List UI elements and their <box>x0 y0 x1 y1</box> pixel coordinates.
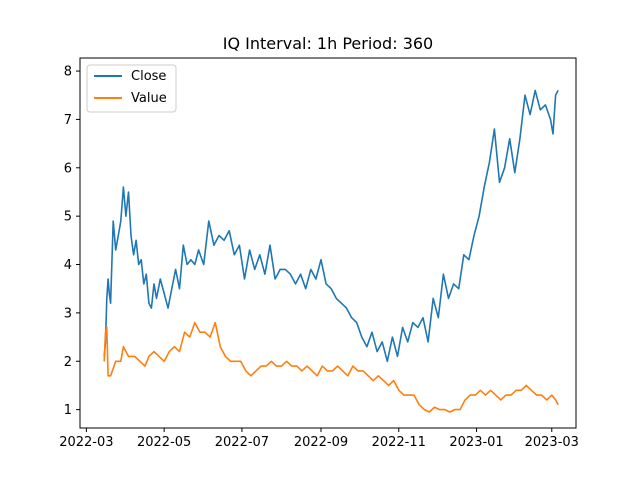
series-line-value <box>103 321 559 413</box>
y-tick-label: 6 <box>64 161 72 176</box>
series-line-close <box>103 89 559 363</box>
x-tick-label: 2022-07 <box>215 435 269 450</box>
y-tick-label: 8 <box>64 65 72 80</box>
legend-label-value: Value <box>131 91 167 106</box>
y-tick-label: 7 <box>64 113 72 128</box>
x-tick-label: 2022-09 <box>294 435 348 450</box>
y-tick-label: 3 <box>64 306 72 321</box>
series-layer <box>103 89 559 413</box>
y-tick-label: 2 <box>64 355 72 370</box>
legend-label-close: Close <box>131 69 166 84</box>
x-tick-label: 2022-05 <box>137 435 191 450</box>
x-tick-label: 2023-03 <box>525 435 579 450</box>
y-tick-label: 1 <box>64 403 72 418</box>
chart-title: IQ Interval: 1h Period: 360 <box>223 34 433 53</box>
x-axis: 2022-03 2022-05 2022-07 2022-09 2022-11 2023-… <box>59 428 579 450</box>
y-axis: 1 2 3 4 5 6 7 8 <box>64 65 80 418</box>
legend: Close Value <box>86 64 177 113</box>
x-tick-label: 2023-01 <box>449 435 503 450</box>
y-tick-label: 5 <box>64 210 72 225</box>
x-tick-label: 2022-03 <box>59 435 113 450</box>
x-tick-label: 2022-11 <box>372 435 426 450</box>
plot-frame <box>79 57 577 429</box>
y-tick-label: 4 <box>64 258 72 273</box>
